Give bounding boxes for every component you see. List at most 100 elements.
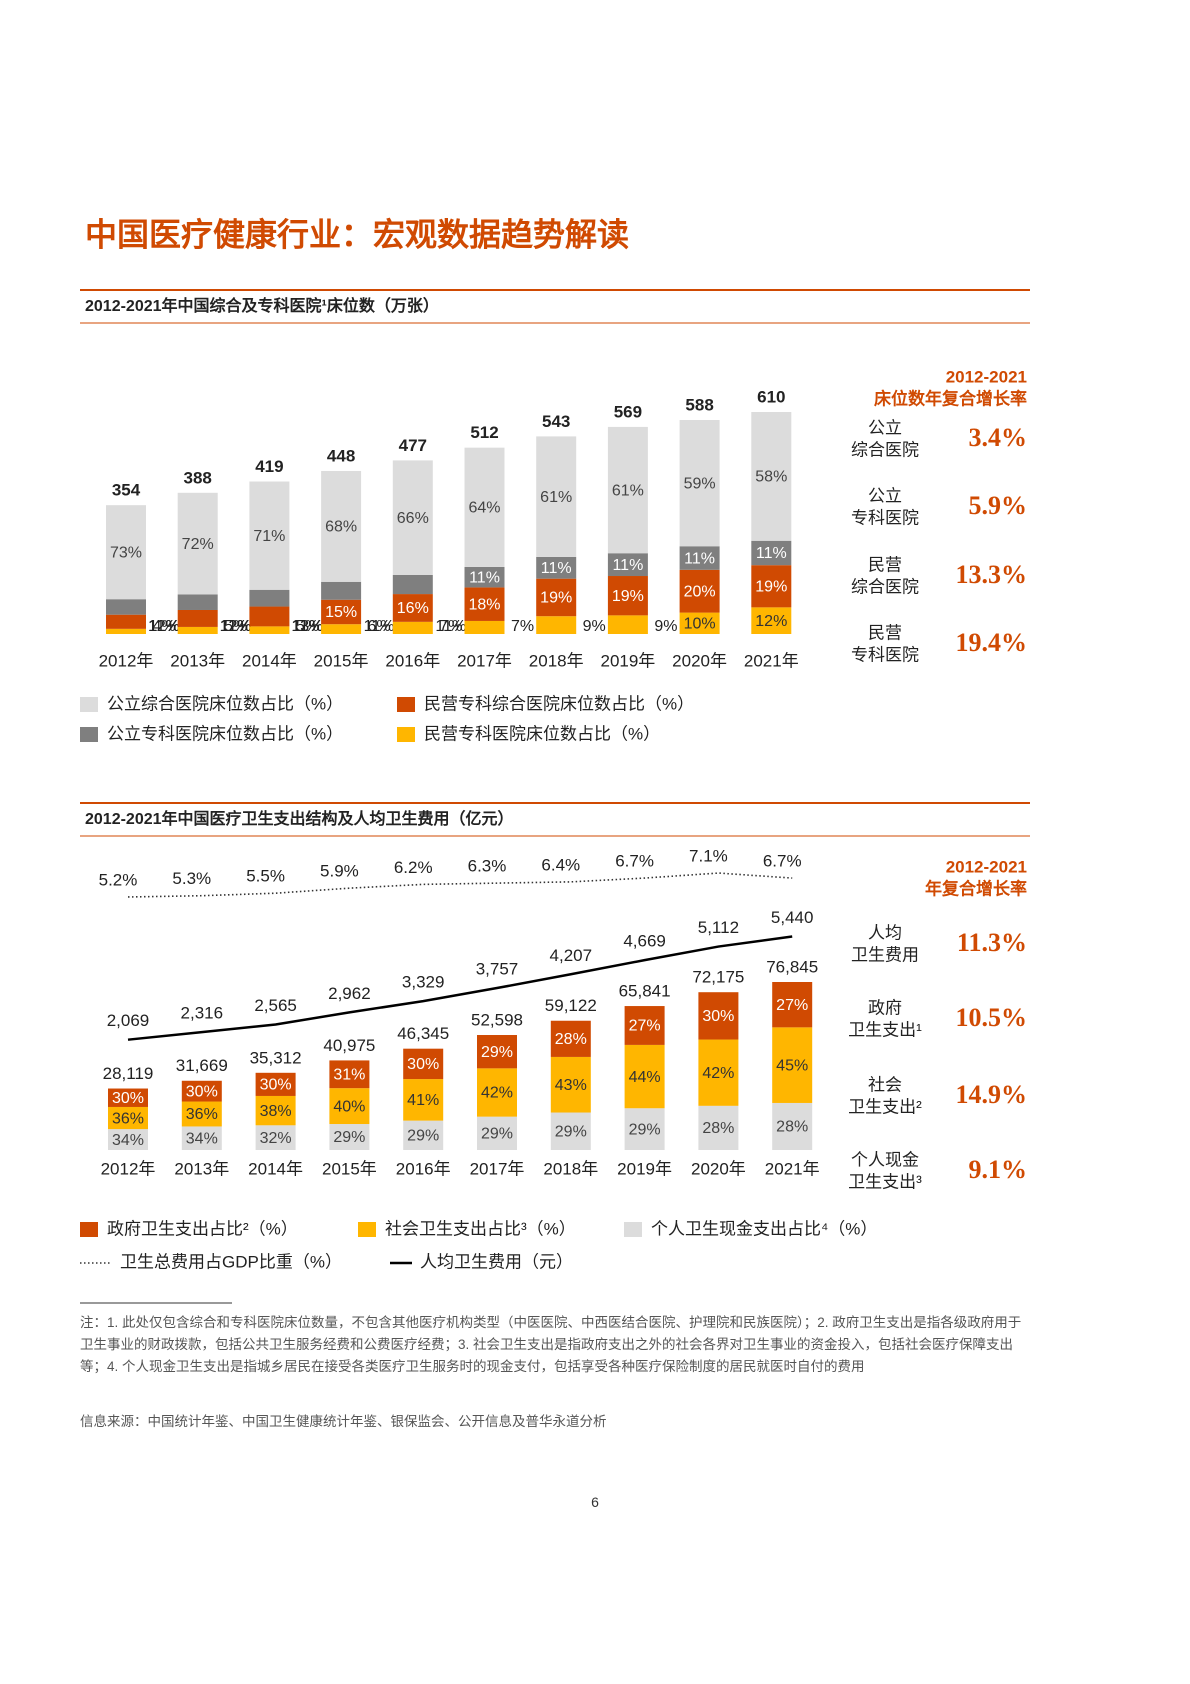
bar-segment (477, 1035, 517, 1069)
value-label: 16% (397, 600, 429, 617)
bar-segment (464, 566, 505, 588)
x-tick-label: 2013年 (170, 651, 225, 670)
value-label: 68% (325, 519, 357, 536)
bar-segment (536, 436, 577, 557)
line-label: 6.2% (394, 858, 433, 877)
total-label: 31,669 (176, 1056, 228, 1075)
bar-segment (392, 594, 433, 622)
value-label: 34% (112, 1132, 144, 1149)
value-label: 13% (291, 618, 323, 635)
bar-segment (106, 628, 146, 634)
cagr-label: 综合医院 (851, 440, 919, 459)
chart-title: 2012-2021年中国医疗卫生支出结构及人均卫生费用（亿元） (85, 809, 514, 828)
bar-segment (477, 1116, 517, 1150)
value-label: 11% (541, 560, 572, 577)
value-label: 29% (629, 1121, 661, 1138)
value-label: 58% (755, 469, 787, 486)
cagr-value: 11.3% (957, 928, 1027, 957)
bar-segment (464, 620, 505, 634)
footnotes: 注：1. 此处仅包含综合和专科医院床位数量，不包含其他医疗机构类型（中医医院、中… (80, 1315, 1022, 1374)
value-label: 30% (112, 1090, 144, 1107)
value-label: 20% (684, 583, 716, 600)
bar-segment (751, 565, 792, 608)
cagr-label: 政府 (868, 998, 902, 1017)
value-label: 28% (702, 1120, 734, 1137)
bar-segment (607, 553, 648, 577)
cagr-value: 10.5% (956, 1003, 1028, 1032)
value-label: 11% (612, 557, 643, 574)
page-title: 中国医疗健康行业：宏观数据趋势解读 (85, 216, 629, 252)
total-label: 477 (399, 436, 427, 455)
cagr-value: 19.4% (956, 628, 1028, 657)
cagr-label: 公立 (868, 486, 902, 505)
value-label: 29% (481, 1126, 513, 1143)
legend-label: 公立综合医院床位数占比（%） (107, 694, 343, 713)
value-label: 19% (540, 590, 572, 607)
total-label: 569 (614, 402, 642, 421)
legend-label: 社会卫生支出占比³（%） (385, 1219, 576, 1238)
cagr-title: 2012-2021 (946, 857, 1027, 876)
total-label: 588 (685, 395, 713, 414)
cagr-label: 卫生支出¹ (848, 1020, 922, 1039)
bar-segment (321, 581, 362, 600)
x-tick-label: 2019年 (617, 1159, 672, 1178)
x-tick-label: 2018年 (529, 651, 584, 670)
cagr-label: 民营 (868, 623, 902, 642)
bar-segment (624, 1108, 665, 1150)
legend-label: 公立专科医院床位数占比（%） (107, 724, 343, 743)
bar-segment (106, 614, 146, 629)
bar-segment (321, 599, 362, 625)
bar-segment (698, 992, 739, 1040)
legend-label: 政府卫生支出占比²（%） (107, 1219, 298, 1238)
value-label: 5% (296, 618, 319, 635)
total-label: 28,119 (103, 1064, 154, 1083)
bar-segment (464, 587, 505, 621)
cagr-value: 14.9% (956, 1080, 1028, 1109)
bar-segment (392, 574, 433, 595)
value-label: 45% (776, 1057, 808, 1074)
bar-segment (181, 1126, 222, 1150)
bar-segment (536, 556, 577, 579)
value-label: 29% (333, 1129, 365, 1146)
x-tick-label: 2017年 (470, 1159, 525, 1178)
line-label: 5.9% (320, 862, 359, 881)
value-label: 29% (555, 1123, 587, 1140)
bar-segment (177, 594, 218, 610)
bar-segment (255, 1125, 296, 1150)
bar-segment (624, 1006, 665, 1045)
value-label: 4% (152, 618, 175, 635)
value-label: 66% (397, 510, 429, 527)
x-tick-label: 2012年 (101, 1159, 156, 1178)
total-label: 35,312 (250, 1048, 302, 1067)
value-label: 30% (186, 1083, 218, 1100)
legend-label: 个人卫生现金支出占比⁴（%） (651, 1219, 877, 1238)
bar-segment (607, 576, 648, 616)
cagr-title: 床位数年复合增长率 (874, 388, 1027, 408)
total-label: 448 (327, 446, 355, 465)
bar-segment (177, 626, 218, 634)
x-tick-label: 2016年 (396, 1159, 451, 1178)
value-label: 61% (612, 482, 644, 499)
total-label: 610 (757, 387, 785, 406)
total-label: 388 (184, 468, 212, 487)
bar-segment (329, 1124, 370, 1150)
cagr-label: 专科医院 (851, 645, 919, 664)
value-label: 11% (364, 618, 395, 635)
value-label: 27% (776, 997, 808, 1014)
bar-segment (550, 1112, 591, 1150)
line-label: 4,669 (623, 932, 666, 951)
cagr-value: 5.9% (969, 491, 1028, 520)
bar-segment (181, 1101, 222, 1127)
value-label: 11% (220, 618, 251, 635)
x-tick-label: 2015年 (314, 651, 369, 670)
line-label: 3,329 (402, 973, 445, 992)
value-label: 19% (612, 588, 644, 605)
value-label: 61% (540, 489, 572, 506)
value-label: 42% (702, 1065, 734, 1082)
cagr-label: 个人现金 (851, 1150, 919, 1169)
legend-swatch (80, 697, 98, 712)
cagr-label: 卫生费用 (851, 945, 919, 964)
value-label: 72% (182, 536, 214, 553)
cagr-label: 民营 (868, 555, 902, 574)
